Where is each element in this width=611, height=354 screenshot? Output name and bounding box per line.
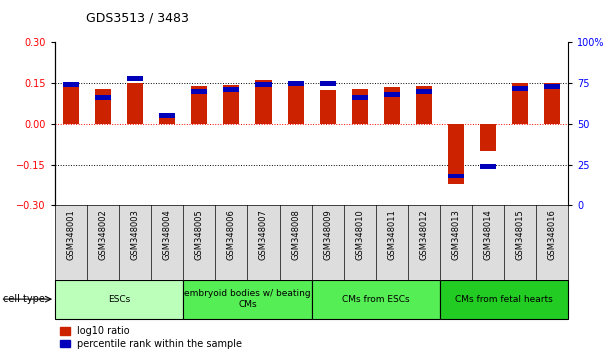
Bar xyxy=(384,92,400,97)
Bar xyxy=(288,82,304,124)
Bar xyxy=(63,82,79,87)
Text: GSM348008: GSM348008 xyxy=(291,209,300,260)
Bar xyxy=(159,113,175,118)
Text: GSM348004: GSM348004 xyxy=(163,209,172,260)
Bar xyxy=(512,86,528,91)
Text: ESCs: ESCs xyxy=(108,295,130,304)
Text: GSM348002: GSM348002 xyxy=(98,209,108,260)
Bar xyxy=(183,280,312,319)
Bar xyxy=(288,81,304,86)
Bar xyxy=(512,83,528,124)
Text: GDS3513 / 3483: GDS3513 / 3483 xyxy=(86,12,188,25)
Text: GSM348001: GSM348001 xyxy=(67,209,76,260)
Legend: log10 ratio, percentile rank within the sample: log10 ratio, percentile rank within the … xyxy=(60,326,243,349)
Text: GSM348009: GSM348009 xyxy=(323,209,332,260)
Bar xyxy=(224,85,240,124)
Bar xyxy=(352,89,368,124)
Bar xyxy=(416,89,432,94)
Text: GSM348011: GSM348011 xyxy=(387,209,397,260)
Bar xyxy=(544,84,560,89)
Bar xyxy=(312,280,440,319)
Bar xyxy=(159,116,175,124)
Bar xyxy=(224,87,240,92)
Text: GSM348014: GSM348014 xyxy=(483,209,492,260)
Bar xyxy=(448,173,464,178)
Text: GSM348013: GSM348013 xyxy=(452,209,461,260)
Text: GSM348003: GSM348003 xyxy=(131,209,140,260)
Bar xyxy=(544,83,560,124)
Bar xyxy=(416,86,432,124)
Bar xyxy=(127,76,143,81)
Text: GSM348005: GSM348005 xyxy=(195,209,204,260)
Text: GSM348015: GSM348015 xyxy=(516,209,525,260)
Bar xyxy=(95,89,111,124)
Text: CMs from fetal hearts: CMs from fetal hearts xyxy=(455,295,553,304)
Bar xyxy=(440,280,568,319)
Bar xyxy=(384,87,400,124)
Text: embryoid bodies w/ beating
CMs: embryoid bodies w/ beating CMs xyxy=(184,290,311,309)
Bar xyxy=(255,82,271,87)
Bar xyxy=(320,90,335,124)
Bar xyxy=(127,82,143,124)
Bar xyxy=(55,280,183,319)
Text: cell type: cell type xyxy=(3,294,45,304)
Bar xyxy=(191,89,207,94)
Text: GSM348006: GSM348006 xyxy=(227,209,236,260)
Bar xyxy=(352,95,368,100)
Bar xyxy=(255,80,271,124)
Text: GSM348016: GSM348016 xyxy=(547,209,557,260)
Text: GSM348012: GSM348012 xyxy=(419,209,428,260)
Text: CMs from ESCs: CMs from ESCs xyxy=(342,295,409,304)
Bar xyxy=(63,85,79,124)
Bar xyxy=(480,124,496,151)
Bar xyxy=(191,86,207,124)
Bar xyxy=(448,124,464,184)
Bar xyxy=(320,81,335,86)
Bar xyxy=(95,95,111,100)
Text: GSM348010: GSM348010 xyxy=(355,209,364,260)
Bar xyxy=(480,164,496,169)
Text: GSM348007: GSM348007 xyxy=(259,209,268,260)
